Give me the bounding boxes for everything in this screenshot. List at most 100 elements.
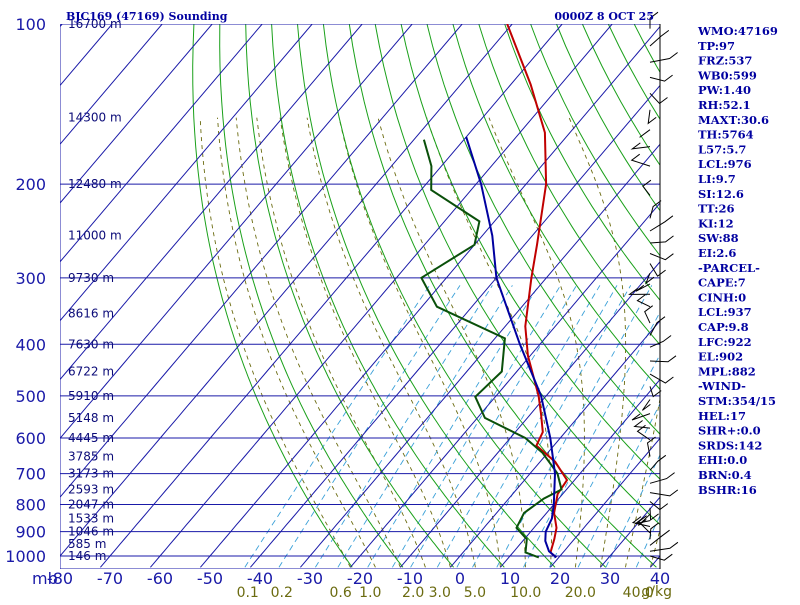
- index-item: CINH:0: [698, 290, 746, 304]
- wind-barb-270: [650, 254, 673, 260]
- dry-adiabat-470: [764, 24, 800, 567]
- isotherm--60: [150, 24, 612, 567]
- pressure-label-500: 500: [15, 387, 46, 406]
- wind-barb-126: [650, 75, 673, 81]
- wind-barb-365: [645, 306, 653, 323]
- wind-barb-1000: [650, 554, 672, 560]
- height-label-300: 9730 m: [68, 271, 114, 285]
- index-item: LCL:937: [698, 305, 752, 319]
- height-label-650: 3785 m: [68, 449, 114, 463]
- index-item: EHI:0.0: [698, 453, 747, 467]
- mixing-ratio-label-20.0: 20.0: [565, 585, 596, 600]
- isotherm--170: [0, 24, 62, 567]
- mixing-ratio-label-0.6: 0.6: [330, 585, 352, 600]
- chart-time: 0000Z 8 OCT 25: [554, 10, 654, 23]
- isotherm--70: [100, 24, 562, 567]
- dry-adiabat-380: [531, 24, 800, 567]
- index-item: TP:97: [698, 39, 735, 53]
- index-item: MAXT:30.6: [698, 113, 769, 127]
- wind-barb-210: [643, 180, 651, 195]
- index-item: CAP:9.8: [698, 320, 749, 334]
- mixing-ratio-unit: g/kg: [641, 584, 672, 600]
- index-item: TT:26: [698, 202, 735, 216]
- mixing-ratio-label-3.0: 3.0: [429, 585, 451, 600]
- index-item: SRDS:142: [698, 438, 762, 452]
- moist-adiabat-30: [569, 118, 626, 568]
- wind-barb-690: [650, 455, 666, 470]
- pressure-label-400: 400: [15, 335, 46, 354]
- height-label-250: 11000 m: [68, 229, 122, 243]
- wind-barb-508: [642, 400, 650, 411]
- index-item: PW:1.40: [698, 83, 751, 97]
- wind-barbs: [630, 12, 678, 569]
- index-item: FRZ:537: [698, 54, 752, 68]
- temperature-label--80: -80: [47, 569, 73, 588]
- dry-adiabat-250: [193, 24, 353, 567]
- wind-barb-110: [650, 30, 669, 46]
- mixing-ratio-label-10.0: 10.0: [510, 585, 541, 600]
- height-label-800: 2047 m: [68, 497, 114, 511]
- index-item: -PARCEL-: [698, 261, 760, 275]
- isotherm--120: [0, 24, 312, 567]
- pressure-label-1000: 1000: [5, 547, 46, 566]
- index-item: KI:12: [698, 216, 734, 230]
- index-item: RH:52.1: [698, 98, 751, 112]
- temperature-label--60: -60: [147, 569, 173, 588]
- wind-barb-812: [650, 508, 659, 520]
- isotherm--180: [0, 24, 12, 567]
- wind-barb-282: [650, 264, 666, 277]
- height-label-400: 7630 m: [68, 337, 114, 351]
- wind-barb-730: [650, 473, 675, 484]
- pressure-label-200: 200: [15, 175, 46, 194]
- wind-barb-118: [650, 53, 678, 63]
- index-item: EL:902: [698, 350, 743, 364]
- height-label-200: 12480 m: [68, 177, 122, 191]
- mixing-ratio-label-1.0: 1.0: [359, 585, 381, 600]
- index-item: LFC:922: [698, 335, 752, 349]
- wind-barb-340: [637, 295, 650, 307]
- wind-barb-245: [650, 216, 673, 231]
- index-item: HEL:17: [698, 409, 746, 423]
- dry-adiabat-480: [790, 24, 800, 567]
- sounding-indices: WMO:47169TP:97FRZ:537WB0:599PW:1.40RH:52…: [697, 24, 778, 497]
- height-label-850: 1533 m: [68, 511, 114, 525]
- height-label-550: 5148 m: [68, 411, 114, 425]
- mixing-ratio-label-2.0: 2.0: [402, 585, 424, 600]
- index-item: STM:354/15: [698, 394, 776, 408]
- index-item: SHR+:0.0: [698, 424, 761, 438]
- index-item: L57:5.7: [698, 142, 746, 156]
- index-item: MPL:882: [698, 364, 756, 378]
- mixing-ratio-14: [550, 285, 698, 567]
- height-label-500: 5910 m: [68, 389, 114, 403]
- moist-adiabats: [200, 118, 747, 568]
- moist-adiabat-35: [625, 118, 678, 568]
- wind-barb-760: [650, 490, 678, 496]
- wind-barb-980: [650, 542, 678, 551]
- temperature-label--70: -70: [97, 569, 123, 588]
- index-item: SI:12.6: [698, 187, 744, 201]
- mixing-ratio-label-0.1: 0.1: [237, 585, 259, 600]
- isotherm--100: [0, 24, 412, 567]
- height-label-150: 14300 m: [68, 111, 122, 125]
- wind-barb-430: [650, 356, 676, 362]
- height-label-450: 6722 m: [68, 365, 114, 379]
- height-label-1000: 146 m: [68, 549, 106, 563]
- moist-adiabat-20: [427, 118, 552, 568]
- mixing-ratio-label-5.0: 5.0: [464, 585, 486, 600]
- mixing-ratio-0.1: [245, 285, 430, 567]
- wind-barb-185: [632, 154, 650, 166]
- index-item: TH:5764: [698, 128, 754, 142]
- index-item: LI:9.7: [698, 172, 736, 186]
- pressure-label-900: 900: [15, 523, 46, 542]
- pressure-label-800: 800: [15, 495, 46, 514]
- pressure-label-300: 300: [15, 269, 46, 288]
- wind-barb-158: [640, 130, 650, 138]
- index-item: WMO:47169: [697, 24, 778, 38]
- pressure-label-600: 600: [15, 429, 46, 448]
- height-label-750: 2593 m: [68, 483, 114, 497]
- index-item: BSHR:16: [698, 483, 757, 497]
- wind-barb-650: [648, 437, 656, 457]
- isotherm--80: [50, 24, 512, 567]
